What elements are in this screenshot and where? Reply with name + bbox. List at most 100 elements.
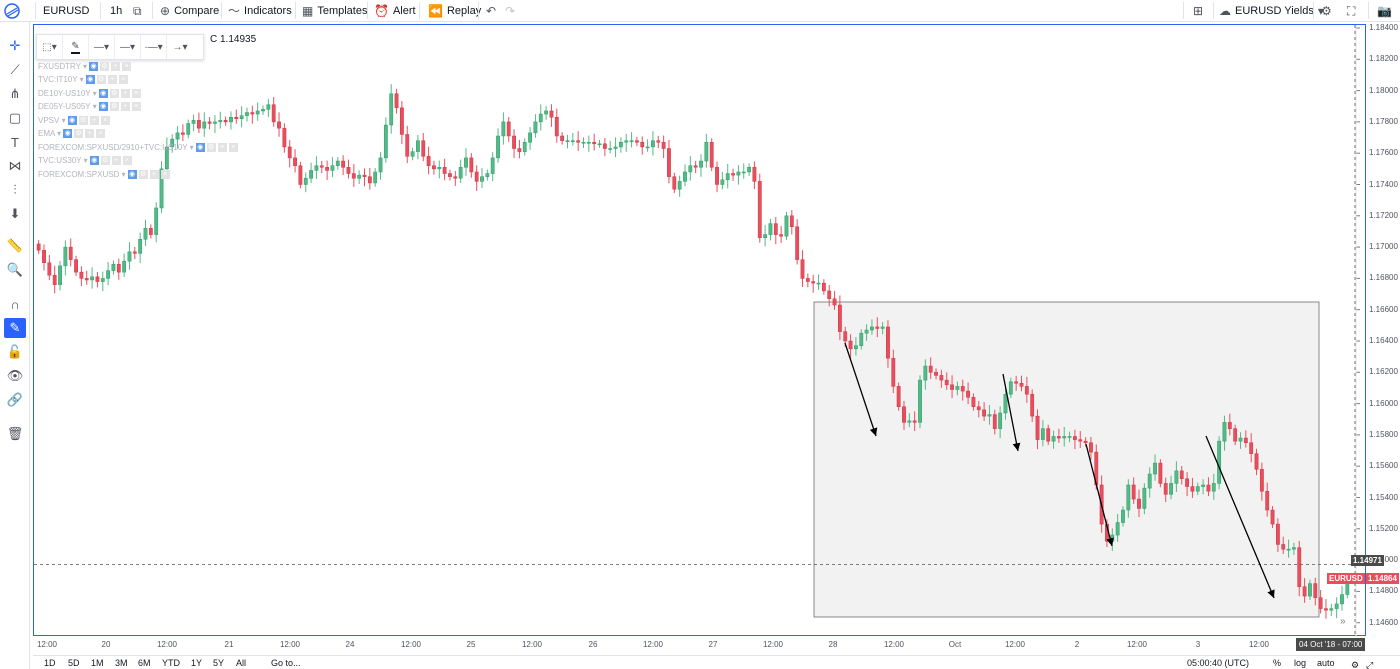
undo-button[interactable]: ↶ — [486, 0, 496, 21]
fullscreen-button[interactable]: ⛶ — [1347, 0, 1355, 21]
redo-button[interactable]: ↷ — [505, 0, 515, 21]
close-icon[interactable]: × — [122, 156, 132, 165]
range-1m[interactable]: 1M — [91, 658, 104, 668]
study-legend-item[interactable]: DE10Y-US10Y ▾ ◉ ⚙ + × — [38, 87, 141, 99]
study-legend-item[interactable]: VPSV ▾ ◉ ⚙ + × — [38, 114, 110, 126]
eye-icon[interactable]: ◉ — [89, 156, 99, 165]
study-legend-item[interactable]: FOREXCOM:SPXUSD ▾ ◉ ⚙ + × — [38, 168, 170, 180]
close-icon[interactable]: × — [122, 61, 132, 71]
close-icon[interactable]: × — [100, 115, 110, 125]
range-1d[interactable]: 1D — [44, 658, 56, 668]
more-icon[interactable]: + — [120, 102, 130, 111]
link-tool[interactable]: 🔗 — [4, 390, 26, 410]
eye-icon[interactable]: ◉ — [67, 115, 77, 125]
line-width-button[interactable]: —▾ — [89, 35, 115, 59]
save-layout-button[interactable]: ☁ EURUSD Yields ▾ — [1219, 0, 1324, 21]
eye-icon[interactable]: ◉ — [85, 75, 95, 84]
utc-clock[interactable]: 05:00:40 (UTC) — [1187, 658, 1250, 668]
close-icon[interactable]: × — [228, 142, 238, 152]
eye-icon[interactable]: ◉ — [89, 61, 99, 71]
settings-icon[interactable]: ⚙ — [100, 61, 110, 71]
symbol-search[interactable]: EURUSD — [43, 0, 89, 21]
close-icon[interactable]: × — [131, 102, 141, 111]
settings-button[interactable]: ⚙ — [1321, 0, 1332, 21]
settings-icon[interactable]: ⚙ — [74, 129, 84, 138]
arrow-tool[interactable]: ⬇ — [4, 204, 26, 224]
line-style-button[interactable]: —▾ — [115, 35, 141, 59]
more-icon[interactable]: + — [217, 142, 227, 152]
eye-icon[interactable]: ◉ — [127, 169, 137, 179]
settings-icon[interactable]: ⚙ — [96, 75, 106, 84]
eye-icon[interactable]: ◉ — [98, 102, 108, 111]
remove-drawings-tool[interactable]: 🗑 — [4, 424, 26, 444]
study-legend-item[interactable]: FXUSDTRY ▾ ◉ ⚙ + × — [38, 60, 132, 72]
measure-tool[interactable]: 📏 — [4, 236, 26, 256]
indicators-button[interactable]: 〜 Indicators — [228, 0, 292, 21]
range-1y[interactable]: 1Y — [191, 658, 203, 668]
settings-icon[interactable]: ⚙ — [138, 169, 148, 179]
more-icon[interactable]: + — [111, 61, 121, 71]
more-icon[interactable]: + — [85, 129, 95, 138]
study-legend-item[interactable]: FOREXCOM:SPXUSD/2910+TVC:US10Y ▾ ◉ ⚙ + × — [38, 141, 238, 153]
range-6m[interactable]: 6M — [138, 658, 151, 668]
range-ytd[interactable]: YTD — [162, 658, 180, 668]
lock-drawings-tool[interactable]: 🔓 — [4, 342, 26, 362]
range-3m[interactable]: 3M — [115, 658, 128, 668]
more-icon[interactable]: + — [89, 115, 99, 125]
study-legend-item[interactable]: TVC:IT10Y ▾ ◉ ⚙ + × — [38, 74, 128, 86]
settings-icon[interactable]: ⚙ — [109, 102, 119, 111]
scroll-to-realtime-button[interactable]: » — [1340, 616, 1346, 627]
eye-icon[interactable]: ◉ — [195, 142, 205, 152]
layout-button[interactable]: ⊞ — [1193, 0, 1203, 21]
range-all[interactable]: All — [236, 658, 247, 668]
patterns-tool[interactable]: ⋈ — [4, 156, 26, 176]
settings-icon[interactable]: ⚙ — [78, 115, 88, 125]
trend-line-tool[interactable]: ⟋ — [4, 60, 26, 80]
study-legend-item[interactable]: EMA ▾ ◉ ⚙ + × — [38, 128, 106, 140]
more-icon[interactable]: + — [149, 169, 159, 179]
more-icon[interactable]: + — [120, 88, 130, 98]
settings-icon[interactable]: ⚙ — [100, 156, 110, 165]
study-legend-item[interactable]: DE05Y-US05Y ▾ ◉ ⚙ + × — [38, 101, 141, 113]
log-toggle[interactable]: log — [1294, 658, 1307, 668]
zoom-tool[interactable]: 🔍 — [4, 260, 26, 280]
percent-toggle[interactable]: % — [1273, 658, 1282, 668]
study-legend-item[interactable]: TVC:US30Y ▾ ◉ ⚙ + × — [38, 155, 132, 167]
hide-drawings-tool[interactable]: 👁 — [4, 366, 26, 386]
chart-pane[interactable] — [33, 24, 1366, 636]
eye-icon[interactable]: ◉ — [98, 88, 108, 98]
close-icon[interactable]: × — [131, 88, 141, 98]
alert-button[interactable]: ⏰ Alert — [374, 0, 416, 21]
eye-icon: 👁 — [6, 368, 24, 383]
chart-type-button[interactable]: ⧉ — [133, 0, 142, 21]
line-color-button[interactable]: ✎ — [63, 35, 89, 59]
menu-logo[interactable] — [4, 0, 20, 21]
snapshot-button[interactable]: 📷 — [1377, 0, 1392, 21]
goto-button[interactable]: Go to... — [271, 658, 301, 668]
templates-button[interactable]: ▦ Templates — [302, 0, 367, 21]
range-5d[interactable]: 5D — [68, 658, 80, 668]
crosshair-tool[interactable]: ✛ — [4, 36, 26, 56]
line-end-left-button[interactable]: ·—▾ — [141, 35, 167, 59]
text-tool[interactable]: T — [4, 132, 26, 152]
replay-button[interactable]: ⏪ Replay — [428, 0, 481, 21]
prediction-tool[interactable]: ⫶ — [4, 180, 26, 200]
close-icon[interactable]: × — [118, 75, 128, 84]
settings-icon[interactable]: ⚙ — [206, 142, 216, 152]
close-icon[interactable]: × — [96, 129, 106, 138]
close-icon[interactable]: × — [160, 169, 170, 179]
compare-button[interactable]: ⊕ Compare — [160, 0, 219, 21]
shapes-tool[interactable]: ▢ — [4, 108, 26, 128]
interval-button[interactable]: 1h — [110, 0, 122, 21]
range-5y[interactable]: 5Y — [213, 658, 225, 668]
eye-icon[interactable]: ◉ — [63, 129, 73, 138]
settings-icon[interactable]: ⚙ — [109, 88, 119, 98]
stay-in-drawing-mode-tool[interactable]: ✎ — [4, 318, 26, 338]
fib-tool[interactable]: ⋔ — [4, 84, 26, 104]
more-icon[interactable]: + — [107, 75, 117, 84]
magnet-tool[interactable]: ∩ — [4, 294, 26, 314]
select-tool-button[interactable]: ⬚▾ — [37, 35, 63, 59]
auto-toggle[interactable]: auto — [1317, 658, 1335, 668]
more-icon[interactable]: + — [111, 156, 121, 165]
line-end-right-button[interactable]: →▾ — [167, 35, 193, 59]
